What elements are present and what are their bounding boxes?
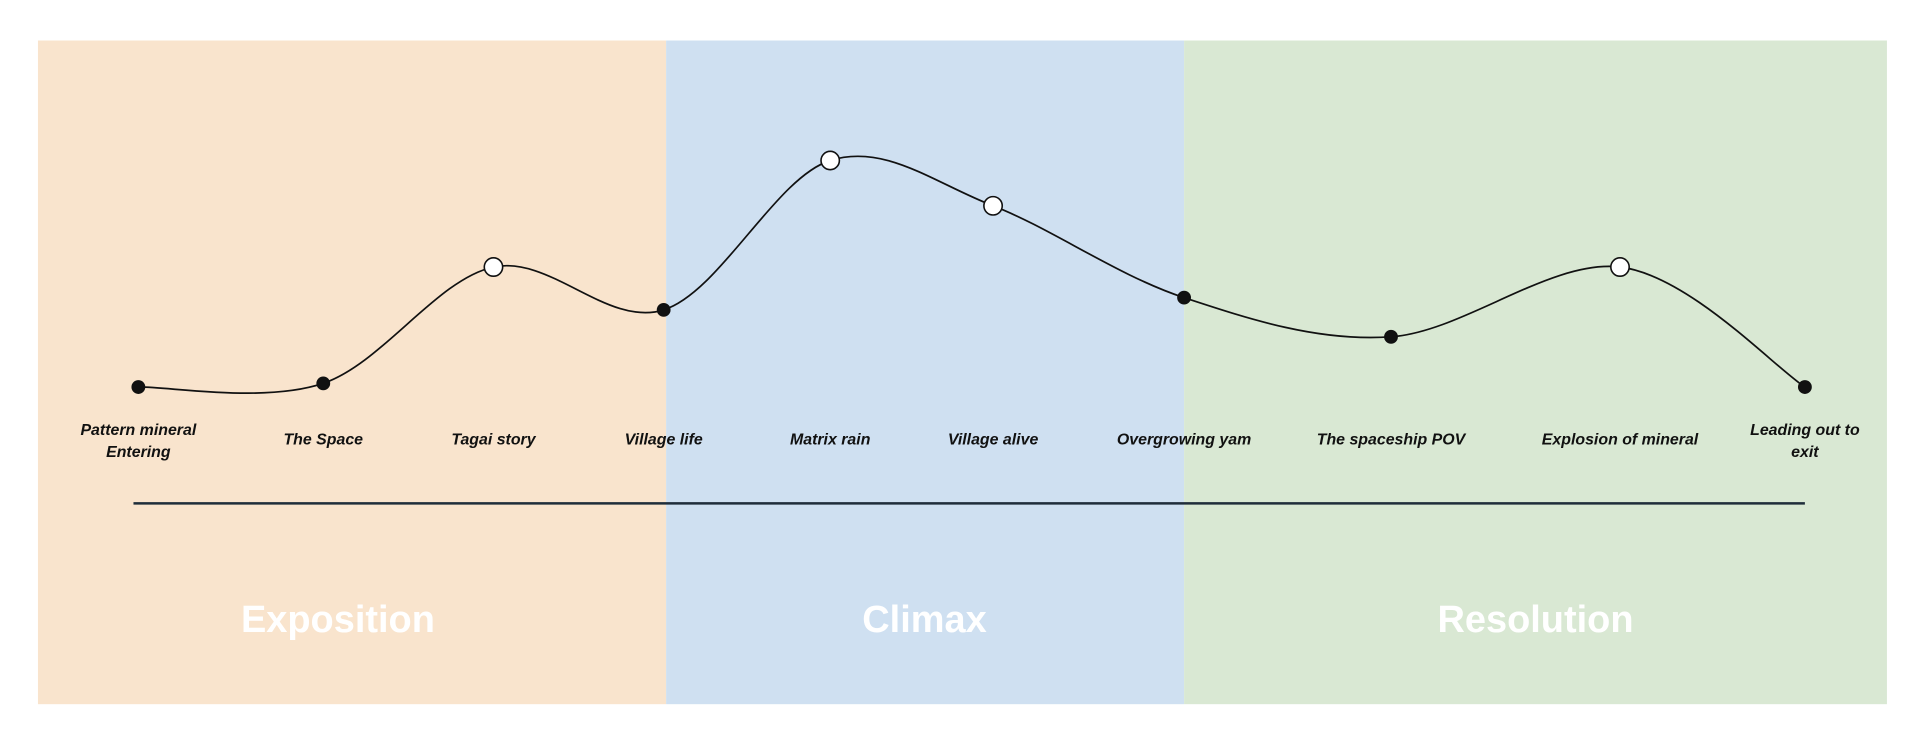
- resolution-band: [1184, 40, 1887, 705]
- label-line: Matrix rain: [790, 432, 871, 449]
- climax-band: [666, 40, 1185, 705]
- node-label: Overgrowing yam: [1117, 432, 1251, 449]
- label-line: exit: [1791, 444, 1819, 461]
- key-point: [1610, 257, 1630, 278]
- key-point: [483, 257, 504, 278]
- label-line: Explosion of mineral: [1542, 432, 1699, 449]
- point: [131, 380, 146, 394]
- point: [1177, 290, 1191, 305]
- node-label: Explosion of mineral: [1542, 432, 1699, 449]
- section-title: Exposition: [241, 599, 435, 641]
- label-line: Leading out to: [1750, 422, 1860, 439]
- label-line: Village life: [625, 432, 703, 449]
- node-label: Tagai story: [451, 432, 536, 449]
- label-line: Overgrowing yam: [1117, 432, 1251, 449]
- key-point: [820, 150, 841, 171]
- node-label: Village life: [625, 432, 703, 449]
- label-line: Entering: [106, 444, 171, 461]
- section-title: Resolution: [1438, 599, 1634, 641]
- node-label: The spaceship POV: [1317, 432, 1467, 449]
- label-line: The spaceship POV: [1317, 432, 1467, 449]
- key-point: [983, 195, 1004, 216]
- point: [316, 376, 331, 391]
- point: [656, 302, 671, 317]
- node-label: Village alive: [948, 432, 1039, 449]
- point: [1384, 329, 1398, 344]
- label-line: The Space: [283, 432, 363, 449]
- label-line: Tagai story: [451, 432, 536, 449]
- node-label: Pattern mineral Entering: [80, 422, 196, 461]
- section-title: Climax: [862, 599, 986, 641]
- node-label: The Space: [283, 432, 363, 449]
- node-label: Leading out to exit: [1750, 422, 1860, 461]
- node-label: Matrix rain: [790, 432, 871, 449]
- exposition-band: [37, 40, 667, 705]
- label-line: Village alive: [948, 432, 1039, 449]
- point: [1797, 380, 1812, 394]
- story-curve: [138, 155, 1806, 394]
- label-line: Pattern mineral: [80, 422, 196, 439]
